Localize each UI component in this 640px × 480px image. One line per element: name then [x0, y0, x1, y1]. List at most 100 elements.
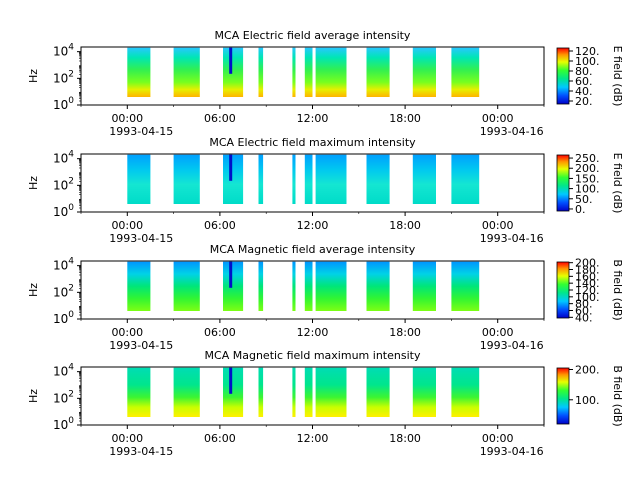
y-tick-label: 104: [53, 363, 74, 379]
spectrogram-blocks: [127, 47, 480, 97]
y-axis-label: Hz: [27, 69, 40, 83]
data-block-1: [127, 154, 151, 204]
colorbar-tick-label: 50.: [575, 193, 593, 206]
data-block-6: [304, 261, 313, 311]
data-block-3: [223, 367, 244, 417]
data-block-2: [173, 47, 200, 97]
x-tick-time: 06:00: [204, 432, 236, 445]
x-tick-date: 1993-04-16: [480, 445, 544, 458]
colorbar-label: E field (dB): [611, 46, 624, 107]
panel-4: MCA Magnetic field maximum intensity Hz 10…: [27, 349, 624, 458]
x-tick-time: 12:00: [297, 219, 329, 232]
colorbar-tick-label: 40.: [575, 85, 593, 98]
colorbar: [556, 154, 570, 212]
data-block-6: [304, 154, 313, 204]
y-tick-label: 100: [53, 416, 74, 432]
colorbar: [556, 367, 570, 425]
x-tick-time: 00:00: [482, 326, 514, 339]
colorbar-label: E field (dB): [611, 153, 624, 214]
y-tick-label: 102: [53, 69, 74, 85]
x-tick-time: 00:00: [482, 219, 514, 232]
panel-2: MCA Electric field maximum intensity Hz 10…: [27, 136, 624, 245]
colorbar: [556, 47, 570, 105]
panel-3: MCA Magnetic field average intensity Hz 10…: [27, 243, 624, 352]
data-block-9: [412, 367, 436, 417]
colorbar-label: B field (dB): [611, 365, 624, 426]
data-block-9: [412, 154, 436, 204]
data-block-4: [258, 261, 264, 311]
colorbar-tick-label: 100.: [575, 183, 600, 196]
data-block-9: [412, 47, 436, 97]
x-tick-date: 1993-04-15: [109, 445, 173, 458]
data-block-5: [292, 47, 296, 97]
x-tick-time: 18:00: [389, 219, 421, 232]
x-tick-time: 00:00: [111, 326, 143, 339]
data-block-7: [315, 47, 347, 97]
intensity-dropout-mark: [229, 47, 233, 74]
y-axis-label: Hz: [27, 389, 40, 403]
data-block-10: [451, 261, 480, 311]
panel-title: MCA Electric field maximum intensity: [209, 136, 416, 149]
x-tick-time: 00:00: [482, 432, 514, 445]
data-block-5: [292, 154, 296, 204]
data-block-2: [173, 154, 200, 204]
spectrogram-blocks: [127, 261, 480, 311]
x-tick-time: 00:00: [482, 112, 514, 125]
x-tick-time: 06:00: [204, 219, 236, 232]
y-tick-label: 104: [53, 43, 74, 59]
data-block-9: [412, 261, 436, 311]
colorbar-tick-label: 100.: [575, 55, 600, 68]
y-tick-label: 104: [53, 257, 74, 273]
x-tick-time: 00:00: [111, 219, 143, 232]
data-block-3: [223, 154, 244, 204]
data-block-8: [366, 367, 390, 417]
colorbar-tick-label: 250.: [575, 152, 600, 165]
x-tick-time: 18:00: [389, 112, 421, 125]
colorbar-tick-label: 20.: [575, 95, 593, 108]
colorbar-tick-label: 0.: [575, 203, 586, 216]
data-block-1: [127, 47, 151, 97]
data-block-3: [223, 261, 244, 311]
x-tick-time: 18:00: [389, 432, 421, 445]
x-tick-time: 06:00: [204, 112, 236, 125]
data-block-4: [258, 47, 264, 97]
panel-title: MCA Magnetic field maximum intensity: [205, 349, 421, 362]
intensity-dropout-mark: [229, 367, 233, 394]
y-tick-label: 102: [53, 283, 74, 299]
x-tick-time: 00:00: [111, 112, 143, 125]
data-block-2: [173, 367, 200, 417]
data-block-4: [258, 367, 264, 417]
panel-title: MCA Magnetic field average intensity: [210, 243, 416, 256]
data-block-5: [292, 261, 296, 311]
colorbar-tick-label: 120.: [575, 284, 600, 297]
intensity-dropout-mark: [229, 154, 233, 181]
x-tick-date: 1993-04-15: [109, 125, 173, 138]
data-block-10: [451, 367, 480, 417]
y-axis-label: Hz: [27, 176, 40, 190]
data-block-6: [304, 367, 313, 417]
y-axis-label: Hz: [27, 283, 40, 297]
data-block-10: [451, 154, 480, 204]
x-tick-date: 1993-04-15: [109, 232, 173, 245]
x-tick-date: 1993-04-16: [480, 232, 544, 245]
data-block-7: [315, 154, 347, 204]
data-block-3: [223, 47, 244, 97]
y-tick-label: 100: [53, 310, 74, 326]
data-block-7: [315, 367, 347, 417]
spectrogram-blocks: [127, 154, 480, 204]
y-tick-label: 100: [53, 96, 74, 112]
colorbar: [556, 261, 570, 319]
data-block-4: [258, 154, 264, 204]
data-block-1: [127, 261, 151, 311]
colorbar-tick-label: 200.: [575, 364, 600, 377]
colorbar-tick-label: 140.: [575, 277, 600, 290]
panel-title: MCA Electric field average intensity: [215, 29, 411, 42]
data-block-6: [304, 47, 313, 97]
data-block-5: [292, 367, 296, 417]
data-block-2: [173, 261, 200, 311]
x-tick-date: 1993-04-16: [480, 125, 544, 138]
colorbar-tick-label: 150.: [575, 172, 600, 185]
y-tick-label: 100: [53, 203, 74, 219]
colorbar-tick-label: 120.: [575, 45, 600, 58]
